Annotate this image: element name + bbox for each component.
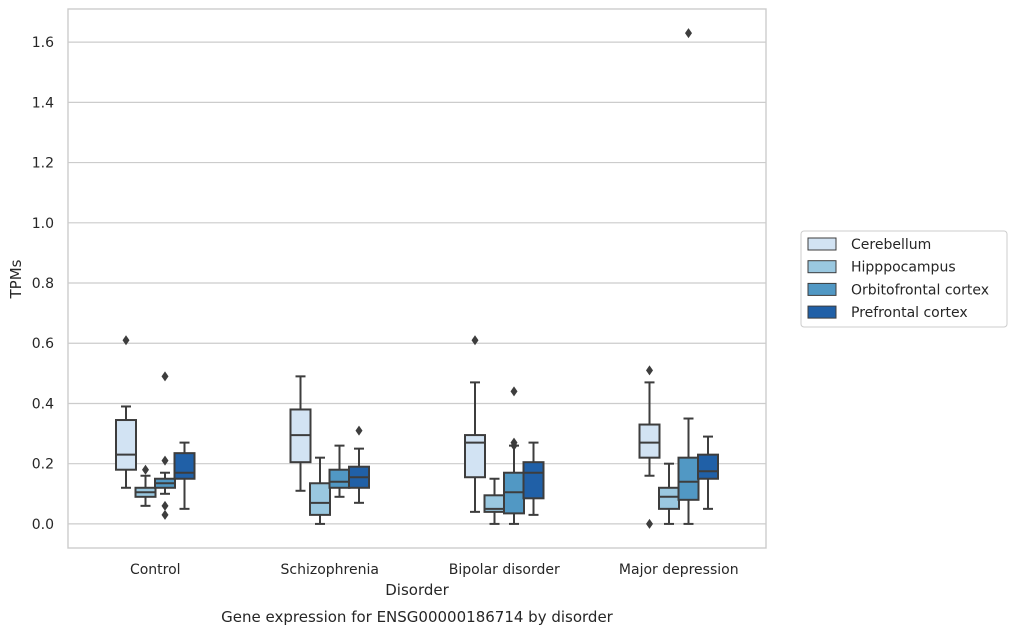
x-tick-label: Major depression [619, 562, 739, 578]
outlier-point [161, 371, 169, 382]
x-tick-label: Schizophrenia [281, 562, 379, 578]
box [658, 486, 680, 510]
box-group [638, 365, 661, 529]
box [677, 456, 700, 501]
box-group [677, 28, 700, 525]
legend-swatch [807, 260, 837, 274]
y-tick-label: 0.4 [32, 396, 54, 412]
box-group [464, 335, 486, 513]
outlier-point [510, 440, 518, 451]
box [173, 452, 196, 480]
box-group [289, 375, 312, 492]
legend-entries: Cerebellum Hipppocampus Orbitofrontal cort… [807, 237, 989, 321]
outlier-point [161, 509, 169, 520]
box-group [348, 425, 370, 504]
box-group [309, 456, 331, 525]
outlier-point [161, 500, 169, 511]
y-axis-title: TPMs [7, 259, 25, 299]
box-group [173, 441, 196, 510]
plot-frame [67, 8, 767, 549]
y-tick-label: 1.6 [32, 35, 54, 51]
gridlines [68, 41, 766, 525]
legend-label: Cerebellum [851, 237, 931, 253]
outlier-point [510, 386, 518, 397]
legend-swatch [807, 237, 837, 251]
box [309, 482, 331, 516]
legend: Cerebellum Hipppocampus Orbitofrontal cort… [800, 230, 1008, 328]
box-group [134, 464, 157, 507]
y-tick-label: 0.2 [32, 457, 54, 473]
boxes [115, 28, 719, 529]
y-tick-label: 0.8 [32, 276, 54, 292]
legend-label: Prefrontal cortex [851, 305, 968, 321]
box-group [503, 386, 525, 525]
box-group [328, 444, 351, 498]
x-tick-label: Control [130, 562, 181, 578]
outlier-point [355, 425, 363, 436]
outlier-point [646, 365, 653, 376]
chart-caption: Gene expression for ENSG00000186714 by d… [221, 608, 614, 626]
box [638, 423, 661, 459]
box [464, 434, 486, 479]
y-tick-label: 1.4 [32, 95, 54, 111]
box-group [522, 441, 545, 516]
legend-label: Orbitofrontal cortex [851, 282, 989, 298]
y-tick-label: 0.6 [32, 336, 54, 352]
box-group [483, 477, 506, 525]
x-tick-labels: Control Schizophrenia Bipolar disorder Majo… [130, 562, 739, 578]
outlier-point [685, 28, 692, 39]
box [115, 419, 137, 471]
box [697, 453, 719, 480]
y-tick-label: 0.0 [32, 517, 54, 533]
box [522, 461, 545, 500]
x-tick-label: Bipolar disorder [449, 562, 560, 578]
box-group [115, 335, 137, 489]
box-group [658, 462, 680, 525]
outlier-point [122, 335, 130, 346]
legend-label: Hipppocampus [851, 260, 956, 276]
outlier-point [646, 518, 653, 529]
y-tick-label: 1.2 [32, 156, 54, 172]
x-axis-title: Disorder [385, 581, 449, 599]
y-tick-label: 1.0 [32, 216, 54, 232]
box-group [154, 371, 176, 520]
box [328, 468, 351, 489]
box-group [697, 435, 719, 510]
y-tick-labels: 0.0 0.2 0.4 0.6 0.8 1.0 1.2 1.4 1.6 [32, 35, 54, 533]
legend-swatch [807, 282, 837, 296]
outlier-point [142, 464, 149, 475]
legend-swatch [807, 305, 837, 319]
legend-frame [800, 230, 1008, 328]
outlier-point [471, 335, 479, 346]
outlier-point [161, 455, 169, 466]
